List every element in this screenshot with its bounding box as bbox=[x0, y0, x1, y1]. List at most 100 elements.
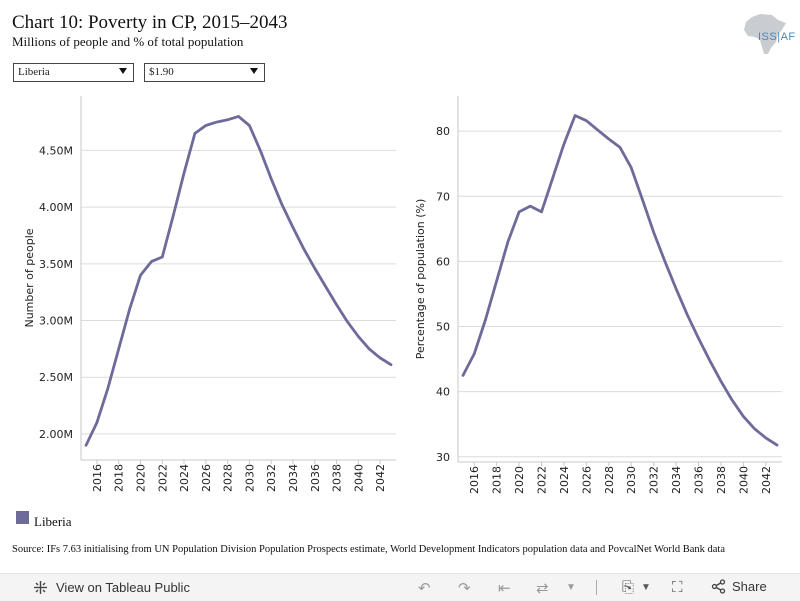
x-tick-label: 2022 bbox=[536, 466, 549, 494]
data-point bbox=[368, 348, 370, 350]
x-tick-label: 2028 bbox=[222, 464, 235, 492]
data-point bbox=[731, 399, 733, 401]
data-point bbox=[484, 319, 487, 321]
data-point bbox=[161, 256, 163, 258]
y-tick-label: 40 bbox=[436, 386, 450, 399]
data-point bbox=[379, 357, 381, 359]
data-point bbox=[216, 121, 218, 123]
x-tick-label: 2018 bbox=[113, 464, 126, 492]
data-point bbox=[753, 428, 756, 430]
y-axis-title: Number of people bbox=[23, 228, 36, 327]
chevron-down-icon bbox=[119, 68, 127, 74]
data-point bbox=[128, 308, 131, 310]
data-point bbox=[292, 226, 294, 229]
chevron-down-icon bbox=[250, 68, 258, 74]
share-button[interactable]: Share bbox=[711, 579, 767, 594]
x-tick-label: 2040 bbox=[737, 466, 750, 494]
data-point bbox=[107, 387, 109, 390]
data-point bbox=[335, 304, 338, 306]
x-tick-label: 2032 bbox=[265, 464, 278, 492]
data-point bbox=[473, 353, 475, 355]
x-tick-label: 2038 bbox=[715, 466, 728, 494]
data-point bbox=[227, 119, 229, 121]
data-point bbox=[85, 444, 87, 446]
data-point bbox=[462, 374, 464, 376]
chart-subtitle: Millions of people and % of total popula… bbox=[12, 34, 244, 49]
y-axis-title: Percentage of population (%) bbox=[414, 199, 427, 360]
data-point bbox=[664, 260, 666, 263]
poverty-line-dropdown[interactable]: $1.90 bbox=[144, 63, 265, 82]
poverty-line-dropdown-value: $1.90 bbox=[149, 66, 174, 78]
x-tick-label: 2024 bbox=[558, 466, 571, 494]
view-on-tableau-link[interactable]: View on Tableau Public bbox=[33, 580, 190, 595]
y-tick-label: 70 bbox=[436, 190, 450, 203]
legend-label-liberia: Liberia bbox=[34, 514, 72, 529]
share-label: Share bbox=[732, 579, 767, 594]
data-point bbox=[675, 288, 677, 290]
tableau-logo-icon bbox=[34, 581, 47, 594]
africa-map-logo bbox=[744, 14, 786, 54]
chevron-down-icon[interactable]: ▼ bbox=[566, 582, 576, 593]
x-tick-label: 2026 bbox=[200, 464, 213, 492]
redo-icon[interactable]: ↷ bbox=[458, 580, 471, 597]
data-point bbox=[596, 129, 599, 131]
iss-africa-logo-text: ISS|AF bbox=[758, 31, 796, 43]
data-point bbox=[390, 364, 392, 366]
x-tick-label: 2042 bbox=[374, 464, 387, 492]
x-tick-label: 2026 bbox=[580, 466, 593, 494]
data-point bbox=[720, 380, 722, 382]
y-tick-label: 30 bbox=[436, 451, 450, 464]
data-point bbox=[742, 415, 744, 418]
data-point bbox=[653, 231, 655, 233]
x-tick-label: 2036 bbox=[309, 464, 322, 492]
download-icon[interactable]: ⎘ bbox=[622, 579, 635, 596]
series-line-liberia bbox=[84, 115, 393, 447]
data-point bbox=[118, 348, 120, 350]
data-point bbox=[150, 260, 152, 263]
x-tick-label: 2034 bbox=[670, 466, 683, 494]
x-tick-label: 2040 bbox=[352, 464, 365, 492]
x-tick-label: 2038 bbox=[331, 464, 344, 492]
data-point bbox=[357, 335, 359, 337]
chart-title: Chart 10: Poverty in CP, 2015–2043 bbox=[12, 12, 288, 33]
data-point bbox=[697, 337, 700, 339]
refresh-icon[interactable]: ⇄ bbox=[536, 580, 549, 597]
data-point bbox=[183, 172, 185, 174]
data-point bbox=[619, 146, 621, 149]
data-point bbox=[496, 280, 498, 282]
chevron-down-icon[interactable]: ▼ bbox=[641, 582, 651, 593]
data-point bbox=[765, 437, 767, 439]
data-point bbox=[314, 267, 316, 269]
data-point bbox=[270, 178, 272, 180]
legend-swatch-liberia bbox=[16, 511, 29, 524]
country-dropdown[interactable]: Liberia bbox=[13, 63, 134, 82]
tableau-footer: View on Tableau Public ↶ ↷ ⇤ ⇄ ▼ ⎘ ▼ ⛶ S… bbox=[0, 573, 800, 601]
data-point bbox=[303, 248, 305, 250]
data-point bbox=[518, 211, 520, 213]
data-point bbox=[585, 120, 587, 122]
data-point bbox=[325, 285, 327, 288]
x-tick-label: 2020 bbox=[513, 466, 526, 494]
data-point bbox=[346, 321, 349, 323]
x-tick-label: 2030 bbox=[625, 466, 638, 494]
revert-icon[interactable]: ⇤ bbox=[498, 580, 511, 597]
data-point bbox=[776, 444, 778, 446]
x-tick-label: 2016 bbox=[468, 466, 481, 494]
data-point bbox=[139, 274, 142, 276]
data-point bbox=[205, 124, 207, 127]
x-tick-label: 2020 bbox=[134, 464, 147, 492]
y-tick-label: 3.00M bbox=[39, 315, 73, 328]
fullscreen-icon[interactable]: ⛶ bbox=[672, 579, 683, 596]
data-point bbox=[259, 149, 261, 152]
x-tick-label: 2022 bbox=[156, 464, 169, 492]
source-note: Source: IFs 7.63 initialising from UN Po… bbox=[12, 544, 725, 555]
view-on-tableau-label: View on Tableau Public bbox=[56, 580, 190, 595]
y-tick-label: 3.50M bbox=[39, 258, 73, 271]
data-point bbox=[248, 124, 250, 127]
x-tick-label: 2036 bbox=[693, 466, 706, 494]
undo-icon[interactable]: ↶ bbox=[418, 580, 431, 597]
x-tick-label: 2018 bbox=[491, 466, 504, 494]
data-point bbox=[630, 167, 632, 169]
data-point bbox=[709, 359, 711, 362]
share-icon bbox=[711, 579, 726, 594]
